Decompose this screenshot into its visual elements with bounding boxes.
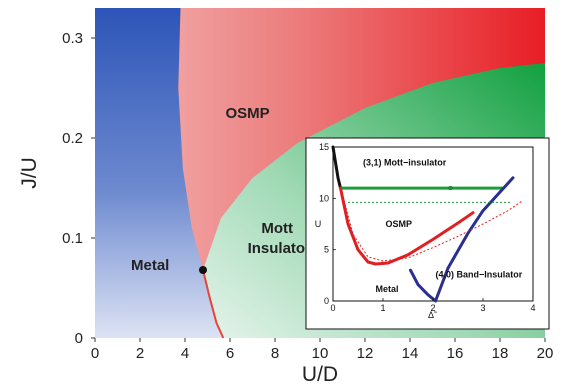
region-label-metal: Metal <box>131 257 169 274</box>
x-axis-title: U/D <box>302 363 338 385</box>
inset-y-tick-label: 15 <box>319 142 329 152</box>
inset-x-tick-label: 4 <box>530 303 535 313</box>
inset-region-label: (4,0) Band−Insulator <box>436 269 523 279</box>
x-tick-label: 14 <box>402 345 419 362</box>
x-tick-label: 2 <box>136 345 144 362</box>
inset-y-axis-title: U <box>315 219 322 229</box>
x-tick-label: 16 <box>447 345 464 362</box>
inset-x-tick-label: 3 <box>480 303 485 313</box>
inset-y-tick-label: 0 <box>324 296 329 306</box>
inset-x-tick-label: 1 <box>380 303 385 313</box>
y-axis-title: J/U <box>18 157 41 189</box>
x-tick-label: 4 <box>181 345 189 362</box>
x-tick-label: 12 <box>357 345 374 362</box>
inset-region-label: (3,1) Mott−insulator <box>363 157 447 167</box>
inset-x-tick-label: 0 <box>330 303 335 313</box>
inset-y-tick-label: 5 <box>324 245 329 255</box>
x-tick-label: 18 <box>492 345 509 362</box>
x-tick-label: 8 <box>271 345 279 362</box>
region-label-osmp: OSMP <box>226 105 270 122</box>
inset-y-tick-label: 10 <box>319 193 329 203</box>
y-tick-label: 0.3 <box>62 30 83 47</box>
x-tick-label: 20 <box>537 345 554 362</box>
region-label-mott-line-2: Insulator <box>248 240 312 257</box>
region-label-mott-line-1: Mott <box>261 220 293 237</box>
inset-region-label: OSMP <box>386 219 413 229</box>
inset-marker <box>449 186 453 190</box>
y-tick-label: 0.2 <box>62 130 83 147</box>
x-tick-label: 0 <box>91 345 99 362</box>
inset-region-label: Metal <box>376 284 399 294</box>
x-tick-label: 6 <box>226 345 234 362</box>
y-tick-label: 0 <box>75 330 83 347</box>
y-tick-label: 0.1 <box>62 230 83 247</box>
critical-point <box>199 266 207 274</box>
x-tick-label: 10 <box>312 345 329 362</box>
